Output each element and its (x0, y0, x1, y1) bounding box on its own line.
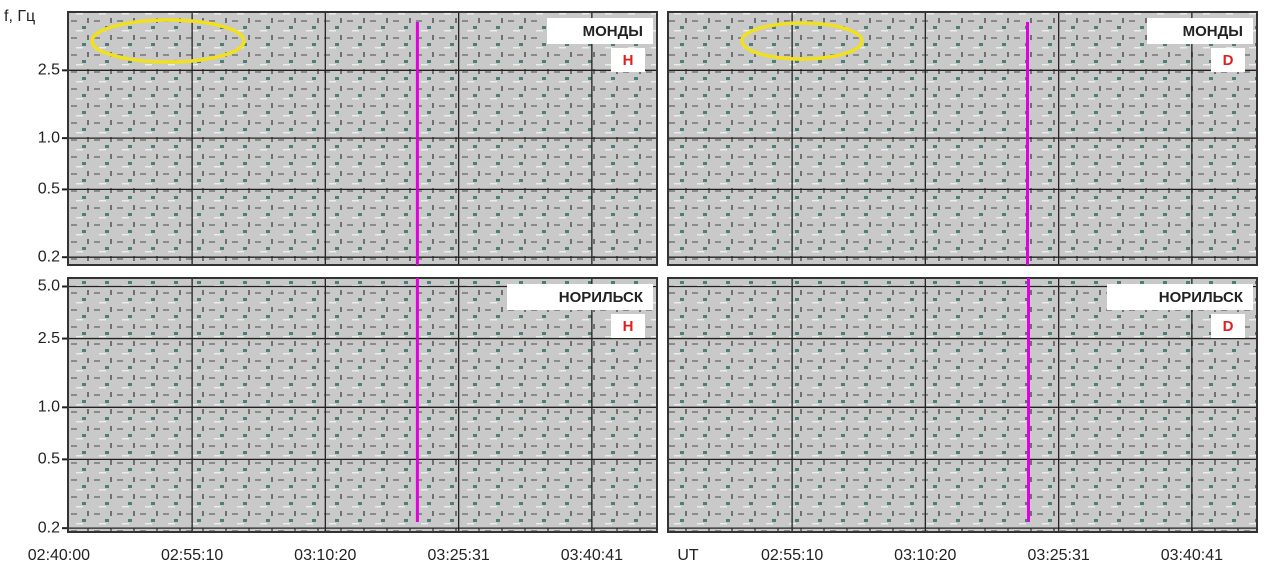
x-tick-label: 02:40:00 (28, 547, 90, 564)
y-tick-label: 0.2 (38, 519, 60, 536)
y-tick-label: 2.5 (38, 62, 60, 79)
x-tick-label: 03:40:41 (561, 547, 623, 564)
component-box (1211, 314, 1245, 338)
component-label: D (1223, 318, 1234, 335)
y-axis-label: f, Гц (4, 8, 35, 25)
highlight-ellipse (90, 18, 246, 64)
y-tick-label: 2.5 (38, 330, 60, 347)
x-tick-label: 02:55:10 (161, 547, 223, 564)
component-box (1211, 48, 1245, 72)
panel-frame (667, 11, 1258, 266)
y-tick-label: 1.0 (38, 399, 60, 416)
x-tick-label: 03:25:31 (1028, 547, 1090, 564)
station-label: МОНДЫ (583, 23, 643, 40)
station-box (547, 18, 653, 44)
y-tick-label: 1.0 (38, 129, 60, 146)
y-tick-label: 0.2 (38, 248, 60, 265)
station-box (1147, 18, 1253, 44)
x-tick-label: 03:10:20 (294, 547, 356, 564)
station-box (1107, 284, 1253, 310)
highlight-ellipse (740, 21, 864, 61)
x-tick-label: 03:40:41 (1161, 547, 1223, 564)
component-box (611, 314, 645, 338)
y-tick-label: 0.5 (38, 181, 60, 198)
station-label: МОНДЫ (1183, 23, 1243, 40)
station-label: НОРИЛЬСК (1159, 289, 1244, 306)
component-label: H (623, 318, 634, 335)
panel-frame (667, 277, 1258, 533)
component-box (611, 48, 645, 72)
x-tick-label: 02:55:10 (761, 547, 823, 564)
panel-frame (67, 277, 658, 533)
station-label: НОРИЛЬСК (559, 289, 644, 306)
x-axis-label: UT (677, 547, 699, 564)
panel-frame (67, 11, 658, 266)
x-tick-label: 03:25:31 (428, 547, 490, 564)
spectrogram-area (668, 278, 1257, 532)
y-tick-label: 0.5 (38, 451, 60, 468)
x-tick-label: 03:10:20 (894, 547, 956, 564)
spectrogram-area (68, 278, 657, 532)
component-label: H (623, 52, 634, 69)
component-label: D (1223, 52, 1234, 69)
station-box (507, 284, 653, 310)
y-tick-label: 5.0 (38, 278, 60, 295)
